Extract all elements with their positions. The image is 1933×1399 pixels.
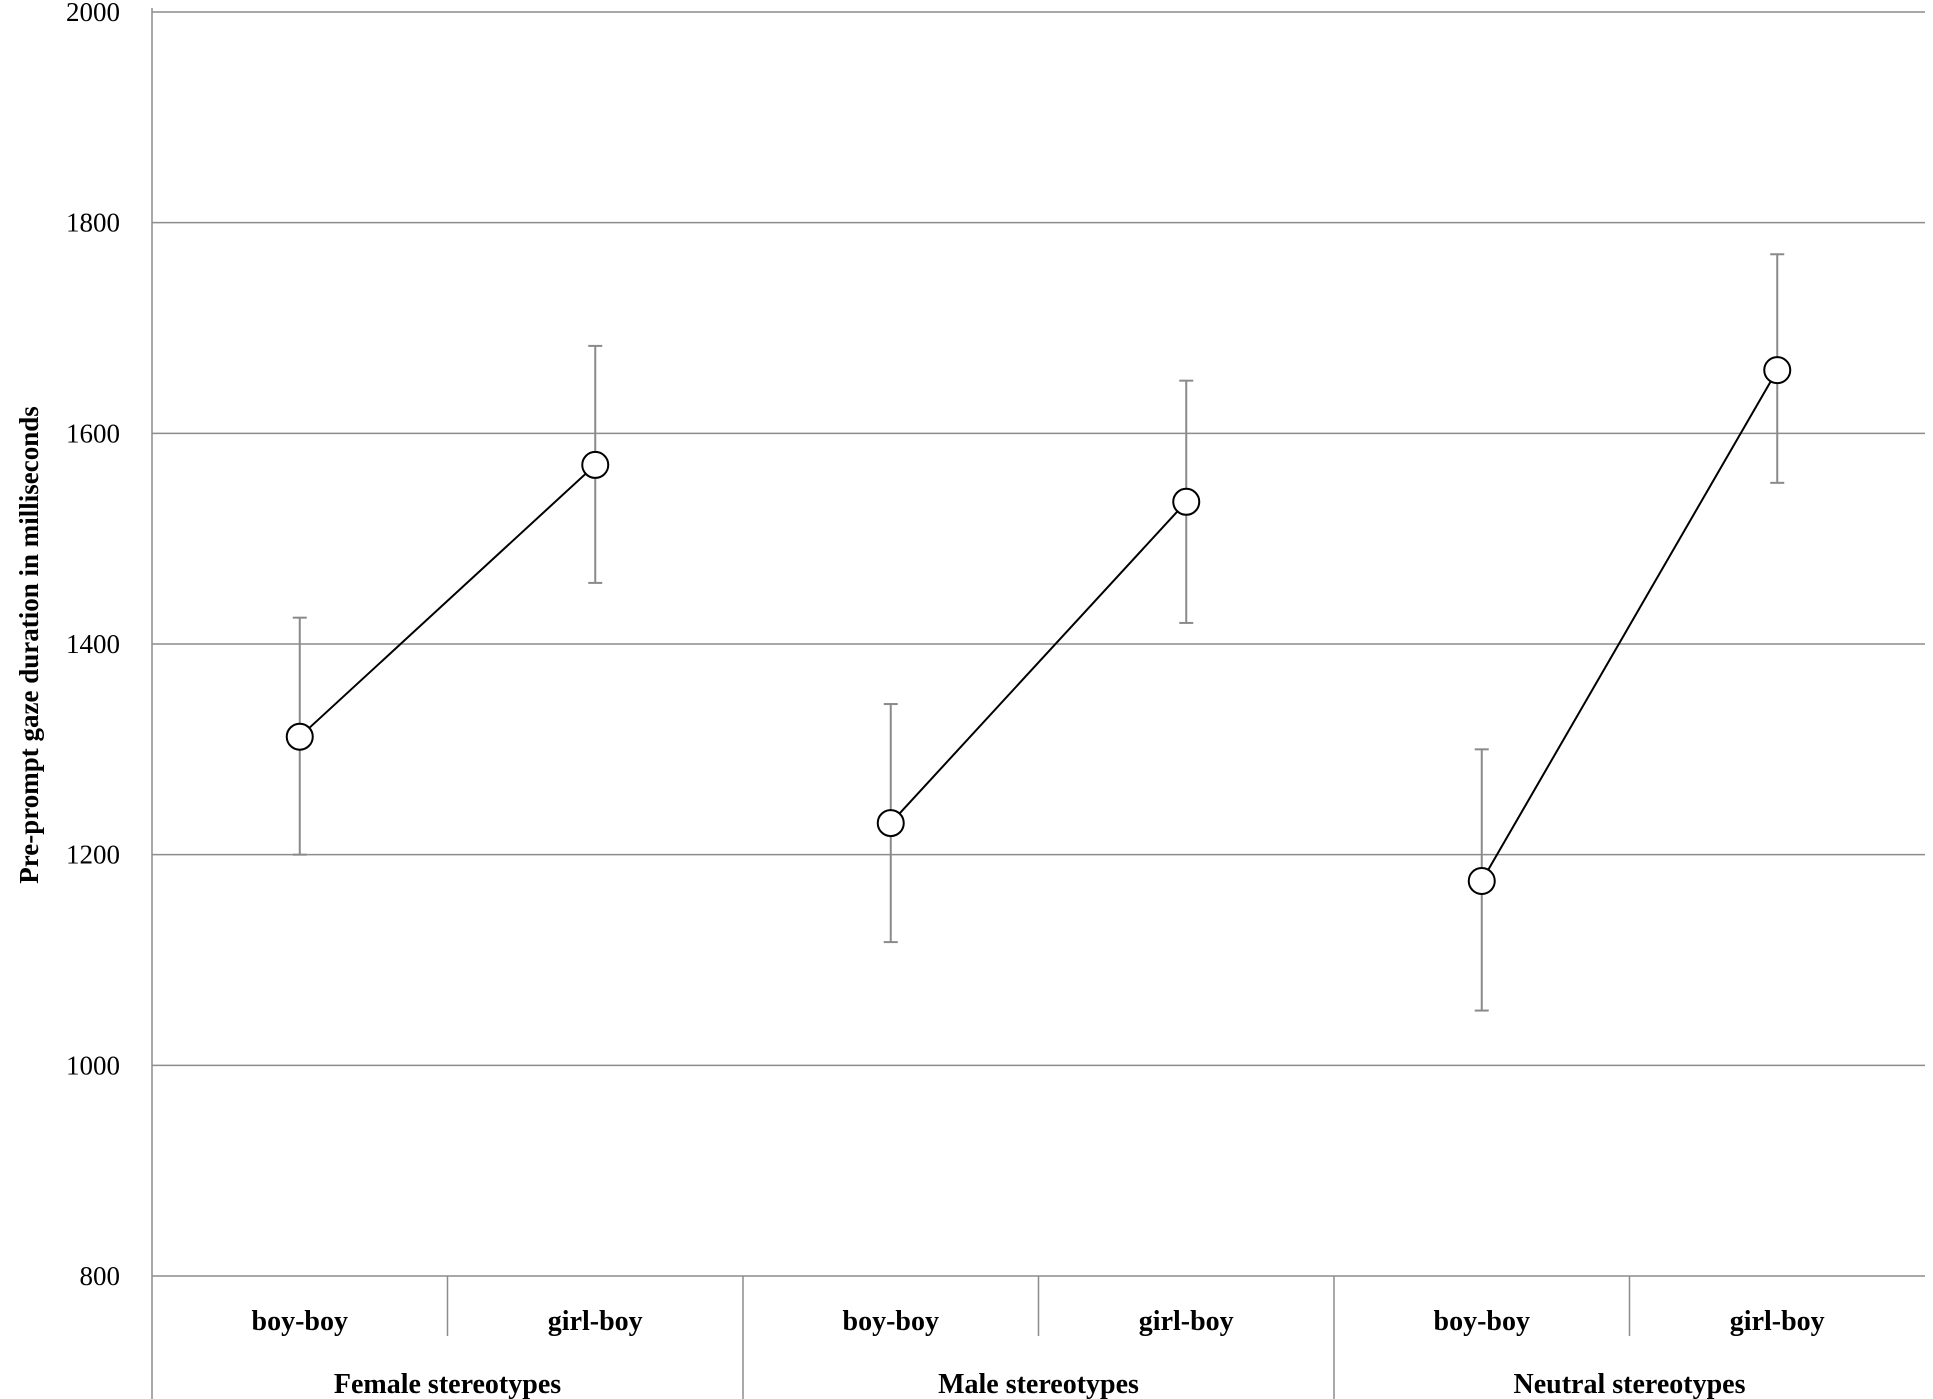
y-tick-label-1200: 1200 (66, 840, 120, 870)
y-tick-label-1000: 1000 (66, 1050, 120, 1080)
data-points (285, 356, 1792, 895)
error-bars (292, 253, 1785, 1012)
category-labels: Female stereotypes boy-boy girl-boy Male st… (252, 1306, 1825, 1399)
group-label: Neutral stereotypes (1514, 1369, 1746, 1399)
axis-layer (151, 8, 1925, 1399)
group-label: Male stereotypes (938, 1369, 1139, 1399)
data-point (1467, 867, 1496, 895)
y-axis-title: Pre-prompt gaze duration in milliseconds (14, 406, 44, 884)
series-line (299, 464, 596, 738)
data-point (876, 809, 905, 838)
category-label: girl-boy (1730, 1306, 1825, 1337)
series-line (1480, 369, 1779, 882)
group-label: Female stereotypes (334, 1369, 561, 1399)
data-point (285, 722, 314, 751)
category-label: girl-boy (1139, 1306, 1234, 1337)
y-tick-label-1600: 1600 (66, 418, 120, 448)
category-label: girl-boy (548, 1306, 643, 1337)
data-point (1172, 487, 1201, 516)
category-label: boy-boy (252, 1306, 348, 1337)
y-tick-label-1400: 1400 (66, 629, 120, 659)
data-point (581, 450, 610, 479)
y-tick-label-2000: 2000 (66, 0, 120, 27)
series-line (890, 501, 1187, 824)
y-tick-label-800: 800 (80, 1261, 121, 1291)
category-label: boy-boy (843, 1306, 939, 1337)
y-tick-label-1800: 1800 (66, 208, 120, 238)
category-label: boy-boy (1434, 1306, 1530, 1337)
series-lines (299, 369, 1779, 882)
data-point (1763, 356, 1792, 385)
grid-layer (152, 11, 1925, 1067)
y-tick-labels: 800 1000 1200 1400 1600 1800 2000 (66, 0, 120, 1291)
